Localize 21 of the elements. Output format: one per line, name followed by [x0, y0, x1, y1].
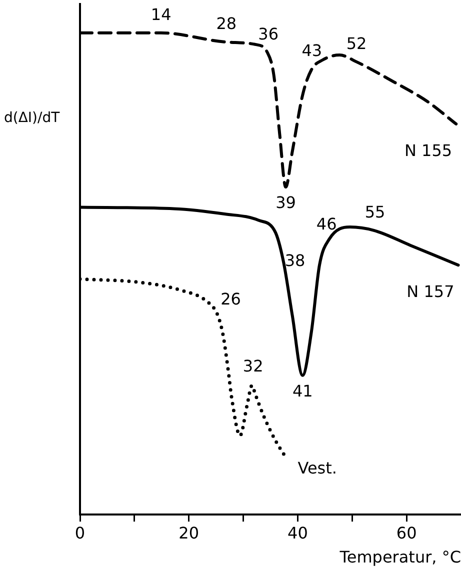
x-tick-label: 40 — [288, 523, 308, 542]
x-tick-label: 0 — [74, 523, 86, 542]
annotation: 32 — [242, 356, 264, 376]
series-label: N 155 — [404, 141, 452, 160]
x-tick-label: 20 — [178, 523, 200, 542]
annotation: 52 — [346, 34, 367, 53]
annotation: 26 — [220, 289, 241, 308]
x-tick-label: 60 — [396, 523, 417, 542]
annotation: 46 — [316, 214, 337, 234]
annotation: 43 — [302, 41, 322, 60]
annotation: 38 — [284, 251, 306, 270]
annotation: 41 — [292, 382, 313, 401]
annotation: 36 — [258, 24, 279, 44]
y-axis-title: d(ΔI)/dT — [4, 110, 60, 126]
annotation: 14 — [150, 5, 172, 24]
series-label: N 157 — [406, 282, 454, 302]
annotation: 55 — [364, 202, 386, 222]
annotation: 28 — [216, 14, 237, 34]
series-label: Vest. — [298, 458, 337, 478]
x-axis-title: Temperatur, °C — [338, 548, 461, 567]
annotation: 39 — [276, 193, 296, 212]
